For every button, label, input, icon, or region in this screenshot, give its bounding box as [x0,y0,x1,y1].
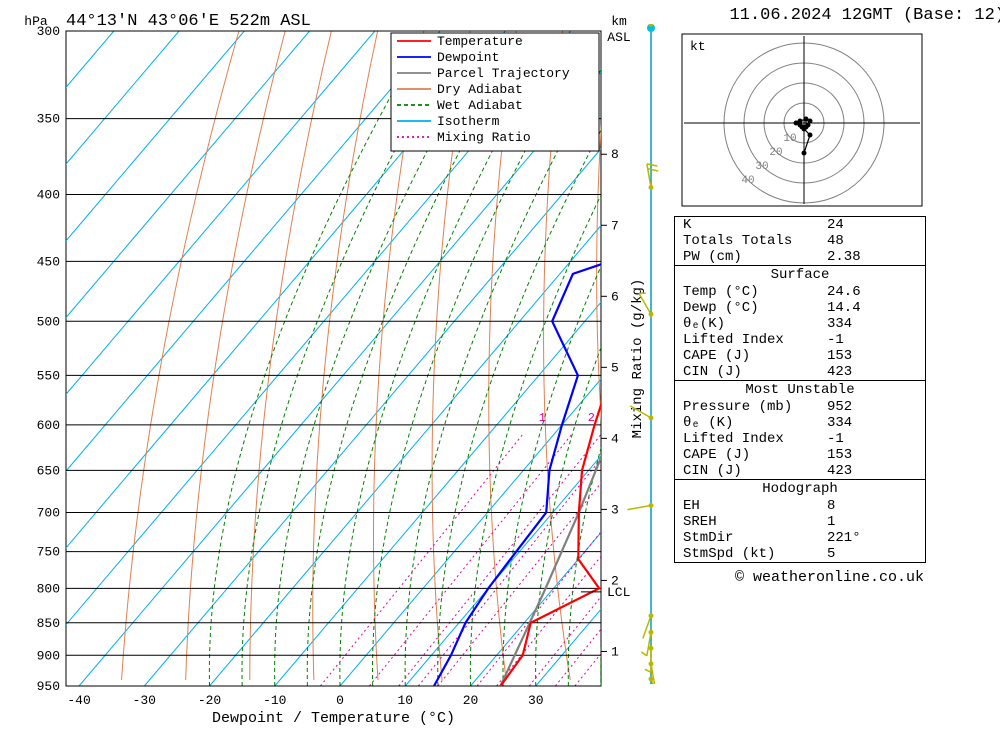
svg-text:900: 900 [37,648,60,663]
svg-text:700: 700 [37,505,60,520]
indices-section: Hodograph [675,480,925,498]
indices-row: θₑ(K)334 [675,316,925,332]
svg-text:20: 20 [463,693,479,708]
svg-text:400: 400 [37,187,60,202]
indices-row: StmDir221° [675,530,925,546]
svg-text:Parcel Trajectory: Parcel Trajectory [437,66,570,81]
svg-text:Isotherm: Isotherm [437,114,500,129]
svg-text:1: 1 [539,411,546,425]
indices-row: Pressure (mb)952 [675,399,925,415]
svg-text:350: 350 [37,112,60,127]
svg-text:-30: -30 [133,693,156,708]
svg-text:10: 10 [783,133,796,145]
svg-text:-20: -20 [198,693,221,708]
indices-row: Temp (°C)24.6 [675,284,925,300]
indices-row: CIN (J)423 [675,463,925,479]
svg-text:Temperature: Temperature [437,34,523,49]
indices-row: CIN (J)423 [675,364,925,380]
svg-text:500: 500 [37,314,60,329]
wind-profile [616,24,686,684]
svg-text:kt: kt [690,39,706,54]
svg-text:44°13'N 43°06'E 522m ASL: 44°13'N 43°06'E 522m ASL [66,12,311,31]
svg-text:30: 30 [528,693,544,708]
indices-row: Lifted Index-1 [675,431,925,447]
svg-text:hPa: hPa [24,14,48,29]
svg-text:950: 950 [37,679,60,694]
copyright: © weatheronline.co.uk [674,569,924,586]
svg-text:20: 20 [769,147,782,159]
svg-text:Dewpoint: Dewpoint [437,50,499,65]
svg-text:550: 550 [37,368,60,383]
indices-row: K24 [675,217,925,233]
svg-text:10: 10 [397,693,413,708]
hodograph: kt 10203040 [674,28,924,208]
svg-text:850: 850 [37,616,60,631]
indices-row: SREH1 [675,514,925,530]
svg-text:Dry Adiabat: Dry Adiabat [437,82,523,97]
indices-row: CAPE (J)153 [675,348,925,364]
svg-text:-40: -40 [67,693,90,708]
indices-row: Dewp (°C)14.4 [675,300,925,316]
indices-row: Totals Totals48 [675,233,925,249]
svg-text:2: 2 [588,411,595,425]
indices-section: Surface [675,266,925,284]
indices-row: θₑ (K)334 [675,415,925,431]
svg-text:750: 750 [37,545,60,560]
svg-text:800: 800 [37,581,60,596]
svg-text:650: 650 [37,463,60,478]
datetime-title: 11.06.2024 12GMT (Base: 12) [650,6,1000,28]
indices-row: StmSpd (kt)5 [675,546,925,562]
indices-row: PW (cm)2.38 [675,249,925,265]
svg-text:600: 600 [37,418,60,433]
svg-text:Wet Adiabat: Wet Adiabat [437,98,523,113]
indices-table: K24Totals Totals48PW (cm)2.38SurfaceTemp… [674,216,926,563]
svg-text:450: 450 [37,254,60,269]
svg-text:0: 0 [336,693,344,708]
svg-text:Dewpoint / Temperature (°C): Dewpoint / Temperature (°C) [212,710,455,726]
svg-text:-10: -10 [263,693,286,708]
svg-text:30: 30 [755,161,768,173]
indices-row: EH8 [675,498,925,514]
skewt-diagram: 1234581015202530035040045050055060065070… [6,6,646,726]
indices-row: Lifted Index-1 [675,332,925,348]
svg-text:Mixing Ratio: Mixing Ratio [437,130,531,145]
svg-text:40: 40 [741,175,754,187]
indices-row: CAPE (J)153 [675,447,925,463]
indices-section: Most Unstable [675,381,925,399]
